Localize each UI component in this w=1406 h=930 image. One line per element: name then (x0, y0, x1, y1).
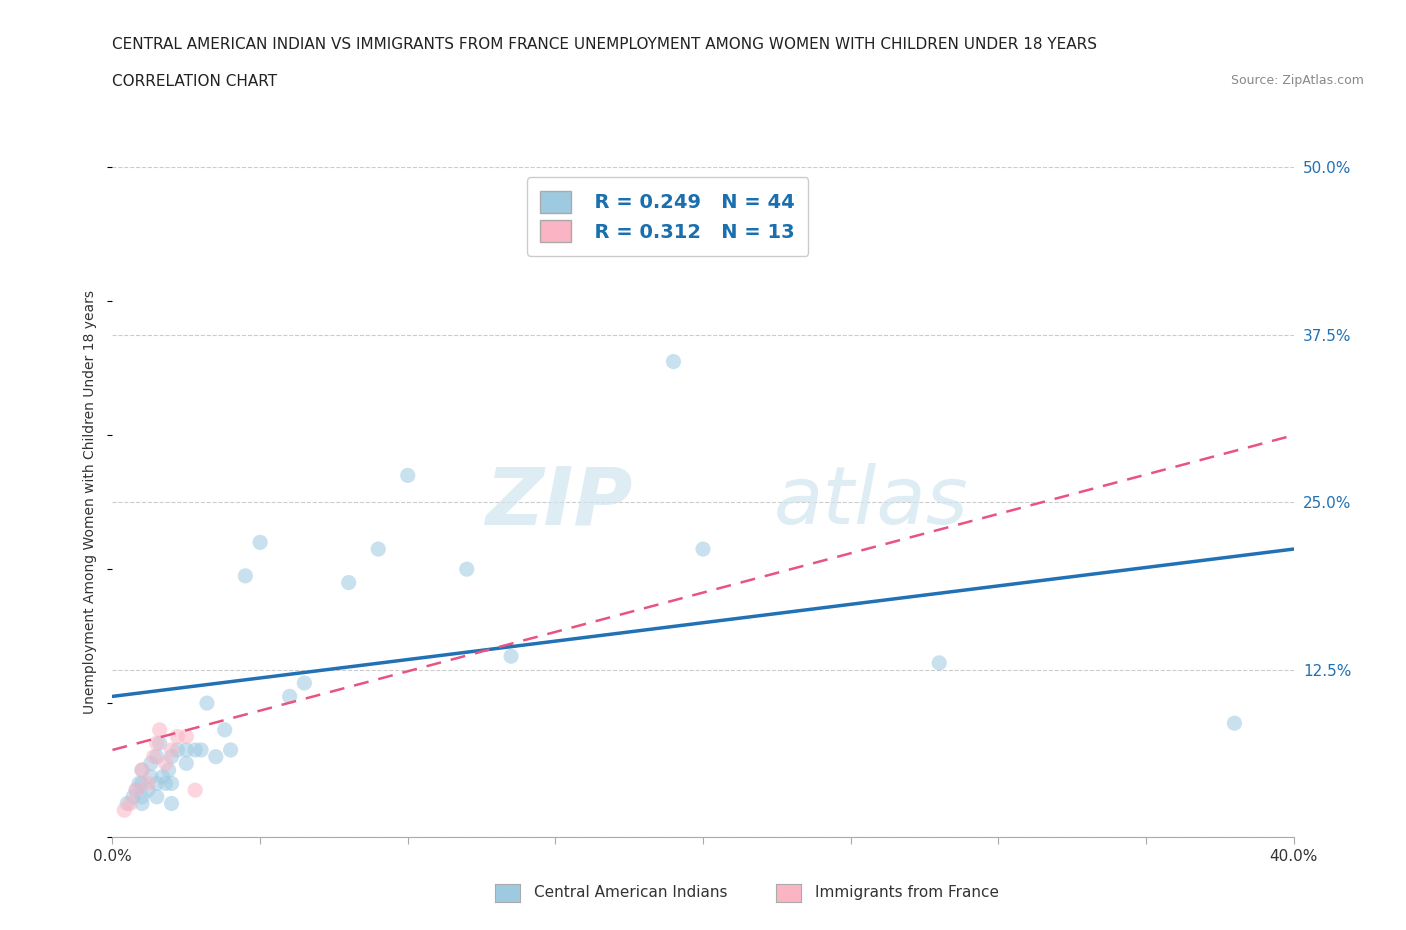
Point (136, 783, 159, 798)
Point (337, 575, 360, 590)
Point (120, 796, 142, 811)
Point (139, 756, 162, 771)
Text: ZIP: ZIP (485, 463, 633, 541)
Point (174, 729, 197, 744)
Point (160, 750, 183, 764)
Text: atlas: atlas (773, 463, 969, 541)
Point (131, 776, 153, 790)
Point (692, 541, 714, 556)
Text: Source: ZipAtlas.com: Source: ZipAtlas.com (1230, 74, 1364, 87)
Point (574, 220, 596, 235)
Point (155, 756, 177, 771)
Point (128, 776, 150, 790)
Point (292, 675, 315, 690)
Point (112, 803, 135, 817)
Point (136, 776, 159, 790)
Point (160, 796, 183, 811)
Point (131, 790, 153, 804)
Point (155, 776, 177, 790)
Point (501, 649, 523, 664)
Point (131, 796, 153, 811)
Point (166, 742, 188, 757)
Y-axis label: Unemployment Among Women with Children Under 18 years: Unemployment Among Women with Children U… (83, 290, 97, 714)
Point (174, 756, 197, 771)
Point (219, 742, 242, 757)
Point (157, 763, 180, 777)
Point (139, 769, 162, 784)
Point (190, 742, 212, 757)
Point (146, 790, 169, 804)
Point (146, 750, 169, 764)
Point (131, 763, 153, 777)
Text: Immigrants from France: Immigrants from France (815, 885, 1000, 900)
Text: CORRELATION CHART: CORRELATION CHART (112, 74, 277, 89)
Text: CENTRAL AMERICAN INDIAN VS IMMIGRANTS FROM FRANCE UNEMPLOYMENT AMONG WOMEN WITH : CENTRAL AMERICAN INDIAN VS IMMIGRANTS FR… (112, 37, 1098, 52)
Point (131, 763, 153, 777)
Point (184, 742, 207, 757)
Point (184, 783, 207, 798)
Point (142, 750, 165, 764)
Point (1223, 716, 1246, 731)
Point (662, 354, 685, 369)
Point (174, 742, 197, 757)
Point (146, 736, 169, 751)
Point (195, 696, 218, 711)
Point (117, 796, 138, 811)
Point (205, 750, 228, 764)
Point (149, 723, 172, 737)
Point (456, 562, 478, 577)
Point (249, 535, 271, 550)
Point (152, 769, 174, 784)
Point (160, 776, 183, 790)
Point (149, 736, 172, 751)
Text: Central American Indians: Central American Indians (534, 885, 728, 900)
Point (125, 783, 148, 798)
Point (146, 776, 169, 790)
Legend:   R = 0.249   N = 44,   R = 0.312   N = 13: R = 0.249 N = 44, R = 0.312 N = 13 (527, 177, 808, 256)
Point (122, 790, 145, 804)
Point (125, 783, 148, 798)
Point (160, 742, 183, 757)
Point (928, 656, 950, 671)
Point (396, 468, 419, 483)
Point (214, 723, 236, 737)
Point (367, 541, 389, 556)
Point (278, 689, 301, 704)
Point (233, 568, 256, 583)
Point (166, 729, 188, 744)
